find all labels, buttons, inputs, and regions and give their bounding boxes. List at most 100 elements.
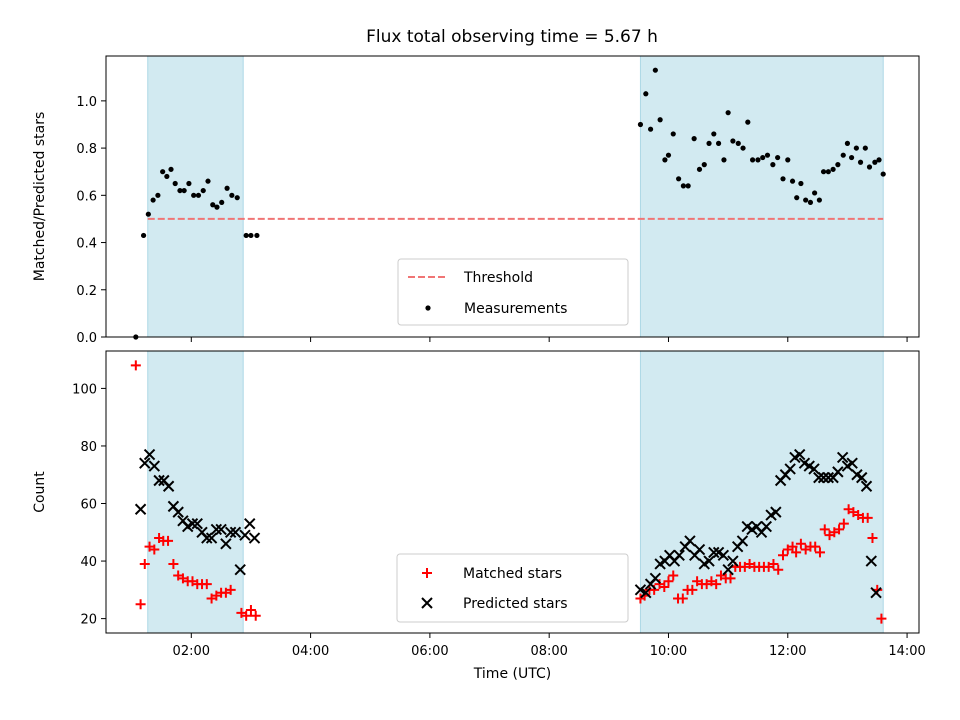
data-point xyxy=(846,457,858,469)
top-shaded-interval-1 xyxy=(639,55,884,338)
data-point xyxy=(668,570,679,581)
data-point xyxy=(220,538,232,550)
data-point xyxy=(838,518,849,529)
data-point xyxy=(721,157,727,163)
legend-box xyxy=(397,258,629,326)
data-point xyxy=(760,154,766,161)
data-point xyxy=(670,131,676,137)
x-tick-label: 14:00 xyxy=(888,644,925,659)
data-point xyxy=(243,232,249,239)
data-point xyxy=(201,579,212,590)
data-point xyxy=(793,448,806,461)
data-point xyxy=(862,512,873,523)
data-point xyxy=(819,524,830,535)
data-point xyxy=(191,517,203,530)
data-point xyxy=(248,232,254,239)
data-point xyxy=(215,523,227,536)
data-point xyxy=(764,152,771,158)
data-point xyxy=(696,166,703,172)
data-point xyxy=(162,480,175,492)
data-point xyxy=(200,187,206,194)
data-point xyxy=(755,157,761,163)
data-point xyxy=(735,140,741,146)
data-point xyxy=(867,533,878,544)
data-point xyxy=(770,162,776,168)
data-point xyxy=(817,471,830,484)
data-point xyxy=(210,523,223,536)
legend-label-predicted: Predicted stars xyxy=(463,596,568,612)
data-point xyxy=(659,581,670,592)
data-point xyxy=(186,517,199,530)
bottom-series-matched-stars xyxy=(130,360,887,624)
data-point xyxy=(241,610,252,621)
data-point xyxy=(685,183,691,189)
data-point xyxy=(822,471,835,484)
y-tick-label: 80 xyxy=(80,440,97,455)
data-point xyxy=(795,538,806,549)
data-point xyxy=(816,197,822,203)
data-point xyxy=(663,576,674,587)
data-point xyxy=(245,604,256,615)
data-point xyxy=(214,204,220,210)
data-point xyxy=(229,526,242,538)
data-point xyxy=(775,154,781,161)
data-point xyxy=(210,202,216,208)
data-point xyxy=(224,526,237,538)
data-point xyxy=(836,451,849,464)
y-tick-label: 100 xyxy=(72,382,97,397)
x-tick-label: 02:00 xyxy=(173,644,210,659)
data-point xyxy=(865,555,877,567)
data-point xyxy=(727,555,739,567)
data-point xyxy=(768,558,779,569)
legend-measurements-swatch xyxy=(425,305,431,311)
data-point xyxy=(770,506,782,518)
data-point xyxy=(711,131,717,137)
data-point xyxy=(229,192,235,198)
data-point xyxy=(860,480,873,492)
chart-title: Flux total observing time = 5.67 h xyxy=(366,27,658,47)
data-point xyxy=(662,157,668,163)
y-tick-label: 60 xyxy=(80,498,97,513)
x-tick-label: 10:00 xyxy=(650,644,687,659)
data-point xyxy=(234,563,246,576)
data-point xyxy=(749,157,756,163)
data-point xyxy=(254,232,260,239)
data-point xyxy=(803,197,809,203)
data-point xyxy=(143,448,156,461)
data-point xyxy=(857,159,864,165)
data-point xyxy=(717,549,730,562)
data-point xyxy=(745,119,751,125)
data-point xyxy=(643,91,649,97)
data-point xyxy=(181,187,187,194)
data-point xyxy=(848,154,855,161)
data-point xyxy=(708,546,720,559)
data-point xyxy=(139,457,151,469)
top-y-axis-label: Matched/Predicted stars xyxy=(32,112,48,282)
data-point xyxy=(784,463,796,475)
data-point xyxy=(637,121,644,128)
data-point xyxy=(160,169,166,175)
data-point xyxy=(835,162,841,168)
data-point xyxy=(634,584,647,596)
data-point xyxy=(866,164,873,170)
x-tick-label: 06:00 xyxy=(411,644,448,659)
data-point xyxy=(853,145,859,151)
data-point xyxy=(164,173,170,180)
data-point xyxy=(813,471,825,484)
data-point xyxy=(148,460,161,472)
y-tick-label: 1.0 xyxy=(76,95,97,110)
data-point xyxy=(687,584,698,595)
data-point xyxy=(150,197,156,203)
data-point xyxy=(840,152,846,158)
data-point xyxy=(773,564,784,575)
data-point xyxy=(649,572,662,585)
bottom-legend: Matched stars Predicted stars xyxy=(396,553,629,623)
y-tick-label: 40 xyxy=(80,555,97,570)
x-tick-label: 08:00 xyxy=(530,644,567,659)
data-point xyxy=(711,579,722,590)
data-point xyxy=(825,169,831,175)
data-point xyxy=(844,140,851,146)
data-point xyxy=(812,190,818,196)
data-point xyxy=(798,180,804,187)
data-point xyxy=(778,550,789,561)
